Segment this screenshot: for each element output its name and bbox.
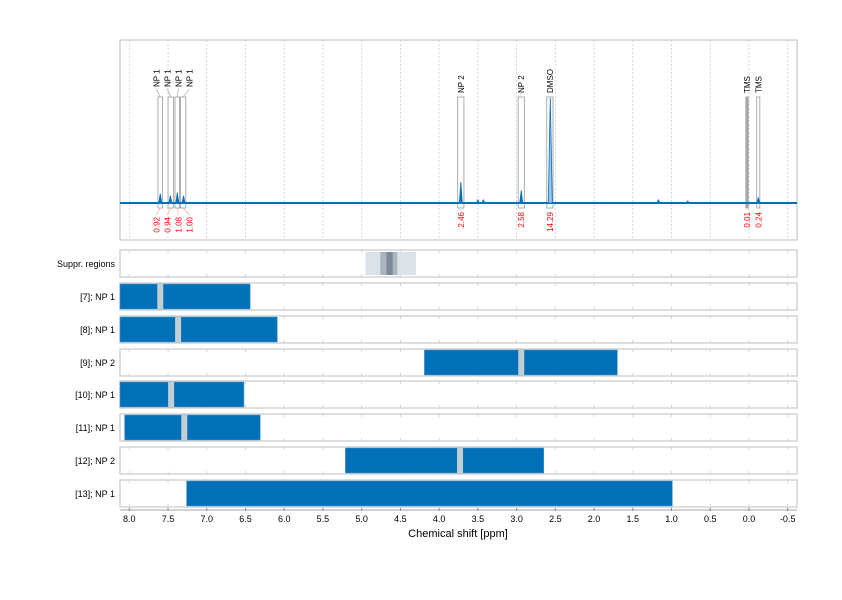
integration-region-box	[756, 96, 761, 209]
axis-tick-label: 6.5	[239, 514, 252, 524]
axis-tick-label: -0.5	[780, 514, 796, 524]
region-label: TMS	[743, 76, 752, 93]
spectrum-peak	[756, 196, 761, 204]
track-label-suppression: Suppr. regions	[57, 259, 116, 269]
integration-region-box	[745, 96, 749, 209]
axis-tick-label: 5.0	[355, 514, 368, 524]
spectrum-peak	[656, 198, 661, 204]
region-bar	[124, 414, 261, 441]
integral-leader-line	[156, 207, 161, 216]
axis-tick-label: 7.5	[162, 514, 175, 524]
integration-region-box	[517, 96, 525, 209]
track-label: [12]; NP 2	[75, 456, 115, 466]
spectrum-peak	[481, 198, 486, 204]
integration-region-box	[546, 96, 554, 209]
region-label: NP 2	[517, 75, 526, 93]
spectrum-peak	[519, 190, 524, 204]
region-label: DMSO	[546, 69, 555, 93]
track-label: [9]; NP 2	[80, 358, 115, 368]
x-axis-label: Chemical shift [ppm]	[408, 528, 508, 540]
axis-tick-label: 7.0	[200, 514, 213, 524]
spectrum-peak	[475, 198, 480, 204]
integral-value: 1.08	[174, 216, 183, 232]
axis-tick-label: 6.0	[278, 514, 291, 524]
region-label: NP 1	[185, 69, 194, 87]
integral-value: 1.00	[185, 216, 194, 232]
region-bar	[119, 283, 251, 310]
peak-mark	[157, 284, 164, 309]
track-label: [7]; NP 1	[80, 292, 115, 302]
integral-value: 0.92	[152, 216, 161, 232]
axis-tick-label: 3.0	[510, 514, 523, 524]
label-leader-line	[177, 88, 179, 98]
axis-tick-label: 5.5	[317, 514, 330, 524]
peak-mark	[181, 415, 188, 440]
label-leader-line	[156, 88, 161, 98]
axis-tick-label: 1.0	[665, 514, 678, 524]
region-bar	[345, 447, 545, 474]
suppression-region	[386, 252, 393, 275]
region-label: NP 2	[457, 75, 466, 93]
spectrum-peak	[458, 181, 463, 204]
axis-tick-label: 2.5	[549, 514, 562, 524]
peak-mark	[518, 350, 525, 375]
region-bar	[119, 316, 278, 343]
integral-leader-line	[167, 207, 172, 216]
spectrum-peak	[158, 193, 163, 204]
peak-mark	[168, 382, 175, 407]
track-label: [13]; NP 1	[75, 489, 115, 499]
integral-value: 0.01	[743, 211, 752, 227]
peak-mark	[457, 448, 464, 473]
spectrum-frame	[119, 39, 798, 241]
peak-mark	[175, 317, 182, 342]
integral-value: 2.46	[457, 211, 466, 227]
axis-tick-label: 4.0	[433, 514, 446, 524]
integral-value: 14.29	[546, 211, 555, 232]
integral-leader-line	[177, 207, 179, 216]
region-tracks: Suppr. regions [7]; NP 1 [8]; NP 1 [9]; NP …	[57, 249, 798, 508]
track-label: [11]; NP 1	[76, 423, 115, 433]
axis-tick-label: 0.5	[704, 514, 717, 524]
region-bar	[119, 381, 245, 408]
spectrum-peak	[685, 200, 691, 204]
spectrum-peak	[168, 195, 173, 204]
axis-tick-label: 2.0	[588, 514, 601, 524]
integration-region-box	[174, 96, 181, 209]
track-label: [8]; NP 1	[80, 325, 115, 335]
integral-value: 0.94	[163, 216, 172, 232]
spectrum-panel: NP 1 0.92 NP 1 0.94 NP 1 1.08 NP 1 1.00 NP 2 2.46…	[119, 39, 798, 241]
integral-leader-line	[182, 207, 190, 216]
region-bar	[186, 480, 673, 507]
x-axis: 8.0 7.5 7.0 6.5 6.0 5.5 5.0 4.5 4.0 3.5 3.0 2.5 2.0 1…	[120, 508, 797, 524]
region-label: NP 1	[174, 69, 183, 87]
axis-tick-label: 3.5	[472, 514, 485, 524]
track-label: [10]; NP 1	[75, 390, 115, 400]
label-leader-line	[182, 88, 190, 98]
track-frame	[119, 249, 798, 278]
axis-tick-label: 8.0	[123, 514, 136, 524]
axis-tick-label: 0.0	[743, 514, 756, 524]
axis-tick-label: 1.5	[627, 514, 640, 524]
integration-region-box	[457, 96, 465, 209]
spectrum-peak	[181, 195, 186, 204]
integral-value: 2.58	[517, 211, 526, 227]
region-label: NP 1	[163, 69, 172, 87]
spectrum-peak	[175, 192, 180, 204]
spectrum-peak	[547, 97, 553, 204]
integration-region-box	[167, 96, 174, 209]
axis-tick-label: 4.5	[394, 514, 407, 524]
label-leader-line	[167, 88, 172, 98]
integral-value: 0.24	[754, 211, 763, 227]
region-label: TMS	[754, 76, 763, 93]
region-label: NP 1	[152, 69, 161, 87]
